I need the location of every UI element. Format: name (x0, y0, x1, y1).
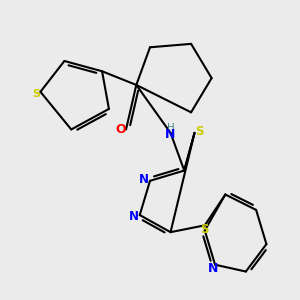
Text: N: N (139, 172, 149, 186)
Text: S: S (195, 125, 203, 138)
Text: N: N (208, 262, 218, 275)
Text: N: N (165, 128, 176, 141)
Text: H: H (167, 123, 174, 133)
Text: S: S (32, 88, 40, 98)
Text: N: N (129, 210, 139, 223)
Text: S: S (200, 223, 209, 236)
Text: O: O (116, 123, 126, 136)
